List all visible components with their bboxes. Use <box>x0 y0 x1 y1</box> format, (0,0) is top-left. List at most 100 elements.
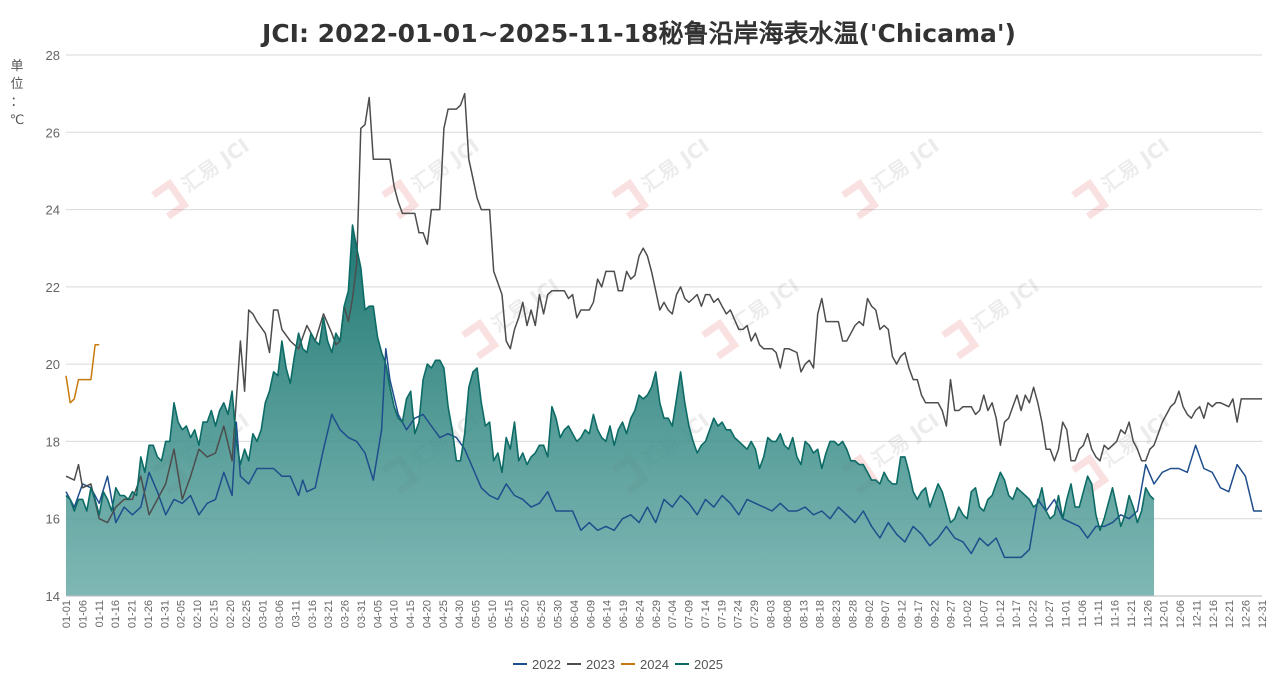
legend-label-2023: 2023 <box>586 657 615 672</box>
x-tick-label: 06-04 <box>569 600 581 628</box>
x-tick-label: 12-11 <box>1191 600 1203 627</box>
x-tick-label: 08-08 <box>782 600 794 628</box>
x-tick-label: 09-12 <box>897 600 909 628</box>
series-2024-line <box>65 344 100 404</box>
y-tick-label: 20 <box>46 357 60 372</box>
x-tick-label: 09-17 <box>913 600 925 628</box>
series-2023-line <box>65 92 1262 524</box>
watermark-logo: 汇易 JCI <box>841 133 944 220</box>
x-tick-label: 07-29 <box>749 600 761 628</box>
y-tick-label: 24 <box>46 203 60 218</box>
legend-label-2024: 2024 <box>640 657 669 672</box>
watermark-logo: 汇易 JCI <box>611 133 714 220</box>
x-tick-label: 04-20 <box>421 600 433 628</box>
x-tick-label: 03-31 <box>356 600 368 628</box>
x-tick-label: 01-31 <box>159 600 171 628</box>
svg-text:汇易 JCI: 汇易 JCI <box>407 133 483 197</box>
x-tick-label: 10-22 <box>1028 600 1040 628</box>
x-tick-label: 06-24 <box>634 600 646 628</box>
x-tick-label: 06-19 <box>618 600 630 628</box>
x-tick-label: 05-20 <box>520 600 532 628</box>
x-tick-label: 10-27 <box>1044 600 1056 628</box>
x-tick-label: 10-17 <box>1011 600 1023 628</box>
x-tick-label: 04-10 <box>389 600 401 628</box>
svg-text:汇易 JCI: 汇易 JCI <box>867 133 943 197</box>
x-tick-label: 01-16 <box>110 600 122 628</box>
y-tick-label: 26 <box>46 125 60 140</box>
x-tick-label: 07-04 <box>667 600 679 628</box>
y-tick-label: 16 <box>46 512 60 527</box>
x-tick-label: 06-14 <box>602 600 614 628</box>
x-tick-label: 02-15 <box>208 600 220 628</box>
x-tick-label: 04-25 <box>438 600 450 628</box>
y-tick-label: 18 <box>46 434 60 449</box>
y-axis-label-char: 单 <box>10 59 24 74</box>
x-tick-label: 07-24 <box>733 600 745 628</box>
x-tick-label: 01-11 <box>94 600 106 627</box>
watermark-logo: 汇易 JCI <box>461 273 564 360</box>
y-tick-label: 14 <box>46 589 60 604</box>
x-tick-label: 05-30 <box>553 600 565 628</box>
x-tick-label: 03-16 <box>307 600 319 628</box>
x-tick-label: 01-06 <box>77 600 89 628</box>
x-tick-label: 08-23 <box>831 600 843 628</box>
x-tick-label: 11-11 <box>1093 600 1105 627</box>
series-2025-line <box>65 224 1155 532</box>
y-axis-label-char: ： <box>10 95 24 110</box>
x-tick-label: 11-21 <box>1126 600 1138 627</box>
x-tick-label: 07-09 <box>684 600 696 628</box>
x-tick-label: 11-01 <box>1060 600 1072 627</box>
chart-title: JCI: 2022-01-01~2025-11-18秘鲁沿岸海表水温('Chic… <box>262 19 1016 48</box>
x-tick-label: 03-26 <box>340 600 352 628</box>
x-tick-label: 08-28 <box>847 600 859 628</box>
x-tick-label: 04-15 <box>405 600 417 628</box>
x-tick-label: 04-30 <box>454 600 466 628</box>
x-tick-label: 06-29 <box>651 600 663 628</box>
legend-label-2025: 2025 <box>694 657 723 672</box>
x-tick-label: 12-06 <box>1175 600 1187 628</box>
x-tick-label: 12-21 <box>1224 600 1236 628</box>
y-axis-label: 单位 ： ℃ <box>9 58 25 130</box>
x-tick-label: 01-01 <box>61 600 73 628</box>
x-tick-label: 02-20 <box>225 600 237 628</box>
x-tick-label: 08-03 <box>765 600 777 628</box>
svg-text:汇易 JCI: 汇易 JCI <box>967 273 1043 337</box>
x-tick-label: 03-11 <box>290 600 302 627</box>
x-tick-label: 07-14 <box>700 600 712 628</box>
y-tick-label: 22 <box>46 280 60 295</box>
legend-label-2022: 2022 <box>532 657 561 672</box>
y-tick-label: 28 <box>46 48 60 63</box>
x-tick-label: 09-02 <box>864 600 876 628</box>
series-2025-area <box>66 225 1155 596</box>
x-tick-label: 04-05 <box>372 600 384 628</box>
watermark-logo: 汇易 JCI <box>941 273 1044 360</box>
watermark-logo: 汇易 JCI <box>151 133 254 220</box>
svg-text:汇易 JCI: 汇易 JCI <box>1097 408 1173 472</box>
x-tick-label: 08-13 <box>798 600 810 628</box>
x-tick-label: 10-07 <box>978 600 990 628</box>
x-tick-label: 08-18 <box>815 600 827 628</box>
y-axis-label-char: ℃ <box>9 113 25 128</box>
x-tick-label: 12-26 <box>1241 600 1253 628</box>
x-tick-label: 03-21 <box>323 600 335 628</box>
x-tick-label: 10-02 <box>962 600 974 628</box>
x-tick-label: 05-15 <box>503 600 515 628</box>
x-tick-label: 02-05 <box>176 600 188 628</box>
x-tick-label: 05-05 <box>471 600 483 628</box>
x-tick-label: 01-26 <box>143 600 155 628</box>
svg-text:汇易 JCI: 汇易 JCI <box>1097 133 1173 197</box>
x-tick-label: 05-10 <box>487 600 499 628</box>
x-tick-label: 09-22 <box>929 600 941 628</box>
x-tick-label: 01-21 <box>127 600 139 628</box>
x-tick-label: 09-07 <box>880 600 892 628</box>
x-tick-label: 03-01 <box>258 600 270 628</box>
x-tick-label: 11-16 <box>1110 600 1122 627</box>
svg-text:汇易 JCI: 汇易 JCI <box>637 133 713 197</box>
x-tick-label: 12-31 <box>1257 600 1269 628</box>
x-tick-label: 11-06 <box>1077 600 1089 627</box>
x-tick-label: 03-06 <box>274 600 286 628</box>
x-tick-label: 07-19 <box>716 600 728 628</box>
x-tick-label: 12-01 <box>1159 600 1171 628</box>
